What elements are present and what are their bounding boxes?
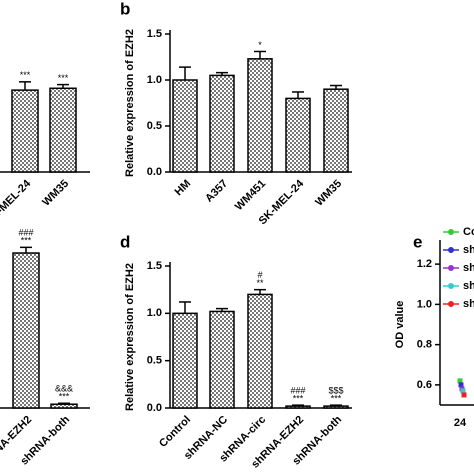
significance: $$$ — [328, 386, 343, 396]
bar — [285, 97, 311, 173]
legend-marker — [448, 229, 454, 235]
bar — [50, 403, 78, 409]
significance: ** — [256, 278, 264, 288]
x-tick-label: WM35 — [40, 178, 71, 209]
legend-marker — [448, 247, 454, 253]
bar — [247, 293, 273, 409]
point — [461, 392, 467, 398]
legend-marker — [448, 283, 454, 289]
y-tick-label: 0.5 — [147, 120, 162, 132]
bar — [323, 88, 349, 173]
y-tick-label: 1.0 — [417, 298, 432, 310]
y-tick-label: 1.5 — [147, 28, 162, 40]
y-tick-label: 1.0 — [147, 74, 162, 86]
y-tick-label: 1.0 — [147, 307, 162, 319]
y-axis-title: Relative expression of EZH2 — [124, 29, 136, 177]
bar — [11, 89, 39, 173]
y-tick-label: 0.6 — [417, 379, 432, 391]
significance: *** — [293, 394, 304, 404]
y-tick-label: 0.0 — [147, 166, 162, 178]
legend-marker — [448, 265, 454, 271]
point — [457, 378, 463, 384]
bar — [209, 74, 235, 173]
significance: ### — [18, 228, 33, 238]
significance: *** — [331, 394, 342, 404]
y-tick-label: 1.2 — [417, 258, 432, 270]
x-tick-label: A357 — [203, 178, 230, 205]
x-tick-label: 24 — [454, 417, 467, 429]
panel-label: d — [120, 232, 130, 251]
y-axis-title: Relative expression of EZH2 — [124, 263, 136, 411]
x-tick-label: WM35 — [313, 178, 344, 209]
bar — [172, 79, 198, 173]
legend-label: shRNA-EZH2 — [463, 280, 474, 292]
significance: *** — [21, 236, 32, 246]
x-tick-label: WM451 — [233, 178, 268, 213]
point — [458, 382, 464, 388]
significance: * — [258, 40, 262, 50]
significance: # — [257, 270, 262, 280]
significance: *** — [59, 392, 70, 402]
y-tick-label: 0.5 — [147, 355, 162, 367]
legend-label: shRNA-circ — [463, 262, 474, 274]
bar — [247, 58, 273, 173]
x-tick-label: SK-MEL-24 — [0, 177, 34, 227]
panel-label: e — [413, 232, 422, 251]
y-tick-label: 0.0 — [147, 402, 162, 414]
bar — [49, 87, 77, 173]
panel-label: b — [120, 0, 130, 18]
y-axis-title: OD value — [394, 301, 406, 349]
x-tick-label: HM — [173, 178, 194, 199]
legend-label: Control — [463, 226, 474, 238]
significance: *** — [20, 70, 31, 80]
significance: ### — [290, 386, 305, 396]
legend-label: shRNA-both — [463, 298, 474, 310]
legend-marker — [448, 301, 454, 307]
y-tick-label: 0.8 — [417, 339, 432, 351]
legend-label: shRNA-NC — [463, 244, 474, 256]
significance: *** — [58, 73, 69, 83]
bar — [285, 405, 311, 409]
bar — [209, 310, 235, 409]
point — [460, 388, 466, 394]
x-tick-label: Control — [157, 414, 193, 450]
y-tick-label: 1.5 — [147, 260, 162, 272]
significance: &&& — [55, 384, 73, 394]
bar — [12, 252, 40, 409]
bar — [172, 312, 198, 409]
bar — [323, 405, 349, 409]
